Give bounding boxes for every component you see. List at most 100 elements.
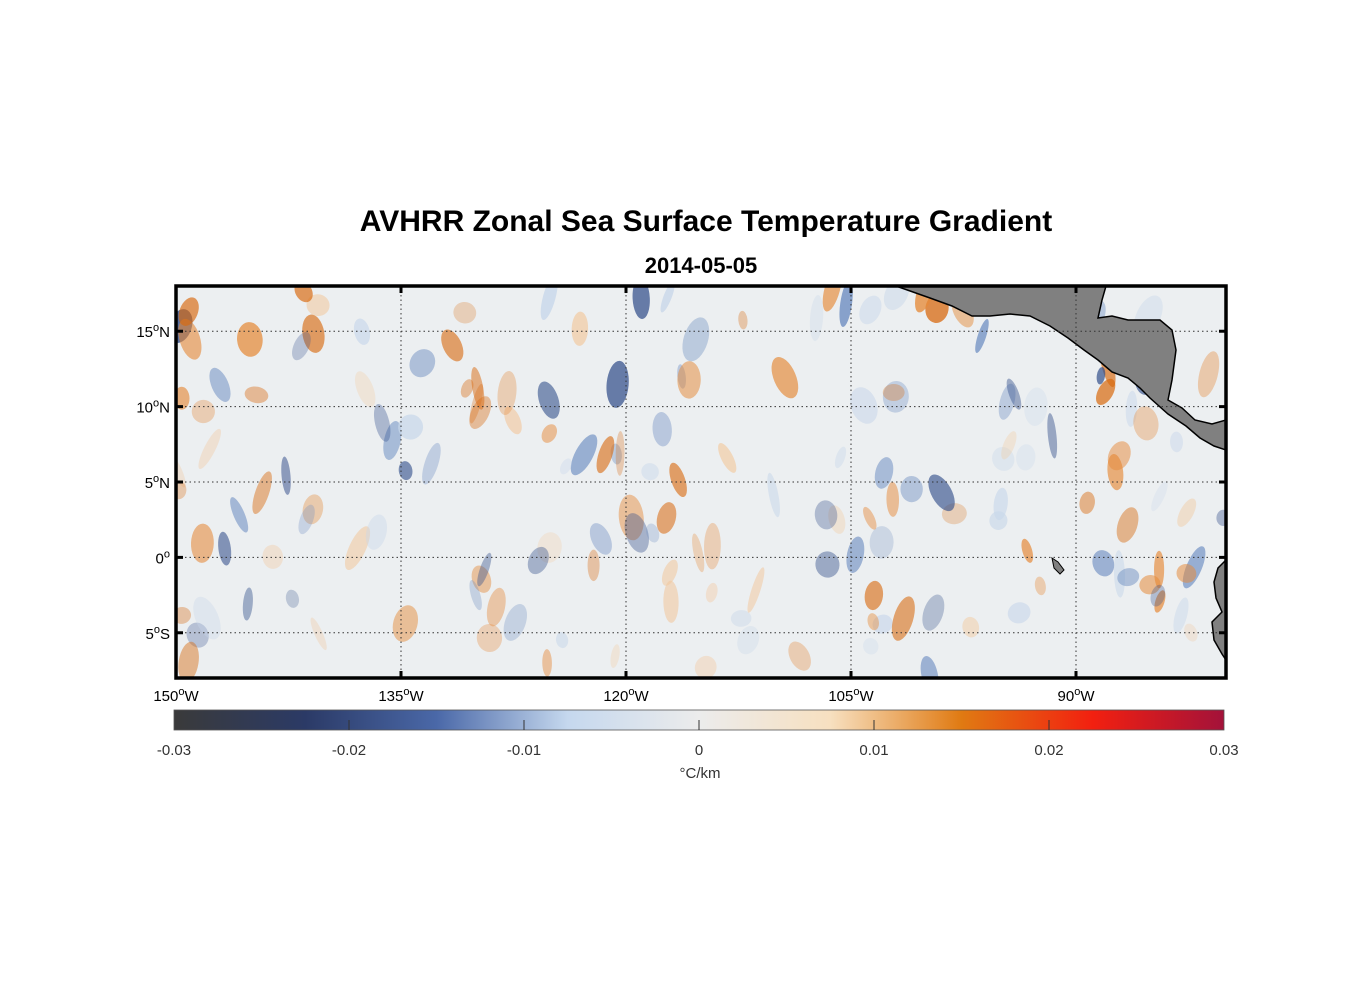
gradient-blob [1151, 481, 1168, 512]
gradient-blob [846, 536, 865, 573]
gradient-blob [692, 533, 705, 573]
gradient-blob [975, 318, 989, 353]
gradient-blob [632, 286, 650, 320]
gradient-blob [867, 613, 879, 631]
gradient-blob [682, 317, 710, 362]
land-galapagos [1051, 556, 1065, 575]
land-masses [895, 286, 1226, 662]
map-date: 2014-05-05 [644, 253, 758, 278]
gradient-blob [476, 623, 503, 653]
gradient-blob [230, 497, 249, 533]
gradient-blob [1176, 564, 1197, 583]
gradient-blob [747, 567, 765, 613]
sst-gradient-field [176, 286, 1226, 678]
gradient-blob [537, 381, 560, 419]
gradient-blob [441, 329, 464, 362]
gradient-blob [570, 434, 598, 476]
gradient-blob [863, 637, 879, 655]
lat-tick-label: 15oN [136, 322, 170, 341]
gradient-blob [922, 594, 945, 631]
gradient-blob [409, 349, 436, 378]
gradient-blob [859, 295, 882, 325]
gradient-blob [477, 552, 492, 587]
gradient-blob [383, 420, 402, 460]
gradient-blob [771, 356, 799, 399]
gradient-blob [615, 430, 625, 476]
gradient-blob [1047, 413, 1058, 459]
gradient-blob [503, 604, 528, 641]
lon-tick-label: 150oW [153, 686, 199, 705]
colorbar-ticks: -0.03 -0.02 -0.01 0 0.01 0.02 0.03 [157, 720, 1239, 759]
gradient-blob [209, 367, 231, 402]
gradient-blob [178, 318, 202, 360]
gradient-blob [1034, 576, 1046, 596]
gradient-blob [354, 371, 376, 408]
gradient-blob [886, 481, 900, 517]
map-axes: 150oW 135oW 120oW 105oW 90oW 15oN 10oN 5oN 0o 5oS [136, 286, 1226, 705]
gradient-blob [993, 487, 1008, 521]
gradient-blob [198, 428, 222, 470]
gradient-blob [882, 384, 905, 401]
gradient-blob [767, 472, 780, 518]
lon-tick-label: 120oW [603, 686, 649, 705]
colorbar-tick-label: -0.01 [507, 742, 541, 759]
gradient-blob [1007, 602, 1031, 624]
gradient-blob [469, 580, 482, 611]
gradient-blob [527, 546, 549, 575]
gradient-blob [392, 605, 419, 642]
gradient-blob [677, 361, 701, 399]
gradient-blob [555, 632, 569, 649]
gradient-blob [398, 414, 424, 440]
gradient-blob [587, 549, 600, 582]
gradient-blob [178, 297, 199, 326]
gradient-blob [471, 565, 492, 593]
gradient-blob [244, 386, 269, 404]
gradient-blob [373, 403, 391, 442]
gradient-blob [242, 587, 253, 621]
gradient-blob [453, 301, 477, 324]
gradient-blob [834, 446, 847, 469]
gradient-blob [237, 322, 263, 357]
gradient-blob [928, 474, 955, 512]
gradient-blob [652, 412, 672, 447]
gradient-blob [1117, 568, 1140, 587]
gradient-blob [497, 370, 517, 416]
lon-tick-label: 105oW [828, 686, 874, 705]
gradient-blob [863, 506, 877, 530]
gradient-blob [1133, 406, 1159, 441]
gradient-blob [1092, 550, 1115, 577]
gradient-blob [883, 286, 910, 311]
gradient-blob [920, 656, 939, 678]
gradient-blob [646, 523, 660, 543]
gradient-blob [186, 622, 209, 648]
gradient-blob [663, 580, 679, 623]
gradient-blob [178, 641, 199, 678]
gradient-blob [610, 644, 620, 668]
gradient-blob [460, 379, 474, 398]
gradient-blob [176, 481, 187, 500]
gradient-blob [1177, 498, 1197, 527]
gradient-blob [310, 617, 327, 651]
gradient-blob [998, 383, 1016, 420]
gradient-blob [469, 383, 484, 424]
gradient-blob [190, 523, 214, 563]
gradient-blob [669, 462, 687, 498]
ocean-field [176, 286, 1226, 678]
gradient-blob [504, 406, 522, 435]
gradient-blob [656, 502, 677, 534]
gradient-blob [1079, 491, 1095, 514]
gradient-blob [541, 424, 558, 443]
gradient-blob [1021, 538, 1034, 563]
gradient-blob [641, 463, 659, 481]
gradient-blob [900, 475, 923, 503]
colorbar-tick-label: 0.03 [1209, 742, 1238, 759]
colorbar-tick-label: 0.02 [1034, 742, 1063, 759]
lat-tick-label: 5oN [145, 473, 170, 492]
gradient-blob [828, 505, 846, 534]
colorbar-tick-label: 0 [695, 742, 703, 759]
colorbar-tick-label: -0.02 [332, 742, 366, 759]
gradient-blob [302, 494, 324, 525]
gradient-blob [660, 286, 675, 313]
gradient-blob [302, 314, 325, 353]
